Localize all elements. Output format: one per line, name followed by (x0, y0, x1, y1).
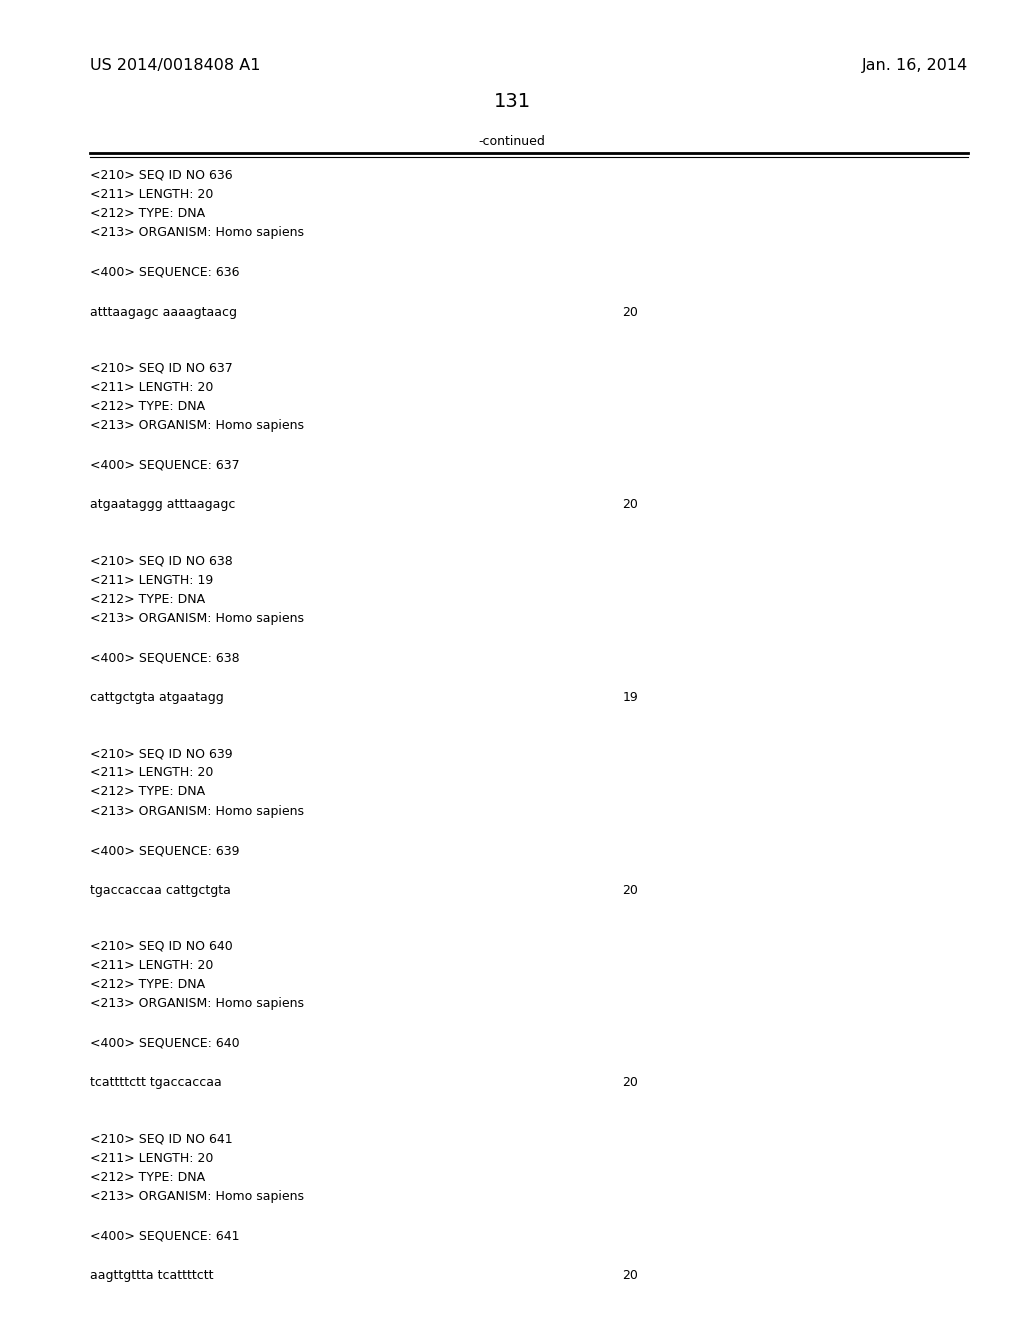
Text: 20: 20 (623, 305, 639, 318)
Text: <211> LENGTH: 20: <211> LENGTH: 20 (90, 187, 213, 201)
Text: <212> TYPE: DNA: <212> TYPE: DNA (90, 785, 205, 799)
Text: <212> TYPE: DNA: <212> TYPE: DNA (90, 400, 205, 413)
Text: tgaccaccaa cattgctgta: tgaccaccaa cattgctgta (90, 883, 231, 896)
Text: <211> LENGTH: 20: <211> LENGTH: 20 (90, 958, 213, 972)
Text: 131: 131 (494, 92, 530, 111)
Text: <213> ORGANISM: Homo sapiens: <213> ORGANISM: Homo sapiens (90, 418, 304, 432)
Text: <212> TYPE: DNA: <212> TYPE: DNA (90, 978, 205, 991)
Text: <212> TYPE: DNA: <212> TYPE: DNA (90, 593, 205, 606)
Text: <400> SEQUENCE: 639: <400> SEQUENCE: 639 (90, 843, 240, 857)
Text: <400> SEQUENCE: 641: <400> SEQUENCE: 641 (90, 1229, 240, 1242)
Text: tcattttctt tgaccaccaa: tcattttctt tgaccaccaa (90, 1076, 222, 1089)
Text: 19: 19 (623, 690, 638, 704)
Text: US 2014/0018408 A1: US 2014/0018408 A1 (90, 58, 261, 73)
Text: <211> LENGTH: 20: <211> LENGTH: 20 (90, 1151, 213, 1164)
Text: <400> SEQUENCE: 640: <400> SEQUENCE: 640 (90, 1036, 240, 1049)
Text: <210> SEQ ID NO 638: <210> SEQ ID NO 638 (90, 554, 232, 568)
Text: <213> ORGANISM: Homo sapiens: <213> ORGANISM: Homo sapiens (90, 611, 304, 624)
Text: 20: 20 (623, 498, 639, 511)
Text: <211> LENGTH: 20: <211> LENGTH: 20 (90, 766, 213, 779)
Text: cattgctgta atgaatagg: cattgctgta atgaatagg (90, 690, 224, 704)
Text: atttaagagc aaaagtaacg: atttaagagc aaaagtaacg (90, 305, 238, 318)
Text: 20: 20 (623, 1269, 639, 1282)
Text: <210> SEQ ID NO 637: <210> SEQ ID NO 637 (90, 362, 232, 375)
Text: <213> ORGANISM: Homo sapiens: <213> ORGANISM: Homo sapiens (90, 804, 304, 817)
Text: <210> SEQ ID NO 639: <210> SEQ ID NO 639 (90, 747, 232, 760)
Text: -continued: -continued (478, 135, 546, 148)
Text: <210> SEQ ID NO 640: <210> SEQ ID NO 640 (90, 940, 232, 953)
Text: <211> LENGTH: 20: <211> LENGTH: 20 (90, 380, 213, 393)
Text: aagttgttta tcattttctt: aagttgttta tcattttctt (90, 1269, 214, 1282)
Text: <212> TYPE: DNA: <212> TYPE: DNA (90, 1171, 205, 1184)
Text: atgaataggg atttaagagc: atgaataggg atttaagagc (90, 498, 236, 511)
Text: <400> SEQUENCE: 638: <400> SEQUENCE: 638 (90, 651, 240, 664)
Text: 20: 20 (623, 1076, 639, 1089)
Text: 20: 20 (623, 883, 639, 896)
Text: <400> SEQUENCE: 637: <400> SEQUENCE: 637 (90, 458, 240, 471)
Text: <211> LENGTH: 19: <211> LENGTH: 19 (90, 573, 213, 586)
Text: <212> TYPE: DNA: <212> TYPE: DNA (90, 207, 205, 220)
Text: <210> SEQ ID NO 636: <210> SEQ ID NO 636 (90, 169, 232, 182)
Text: <213> ORGANISM: Homo sapiens: <213> ORGANISM: Homo sapiens (90, 1189, 304, 1203)
Text: <400> SEQUENCE: 636: <400> SEQUENCE: 636 (90, 265, 240, 279)
Text: <213> ORGANISM: Homo sapiens: <213> ORGANISM: Homo sapiens (90, 997, 304, 1010)
Text: <213> ORGANISM: Homo sapiens: <213> ORGANISM: Homo sapiens (90, 226, 304, 239)
Text: <210> SEQ ID NO 641: <210> SEQ ID NO 641 (90, 1133, 232, 1146)
Text: Jan. 16, 2014: Jan. 16, 2014 (861, 58, 968, 73)
